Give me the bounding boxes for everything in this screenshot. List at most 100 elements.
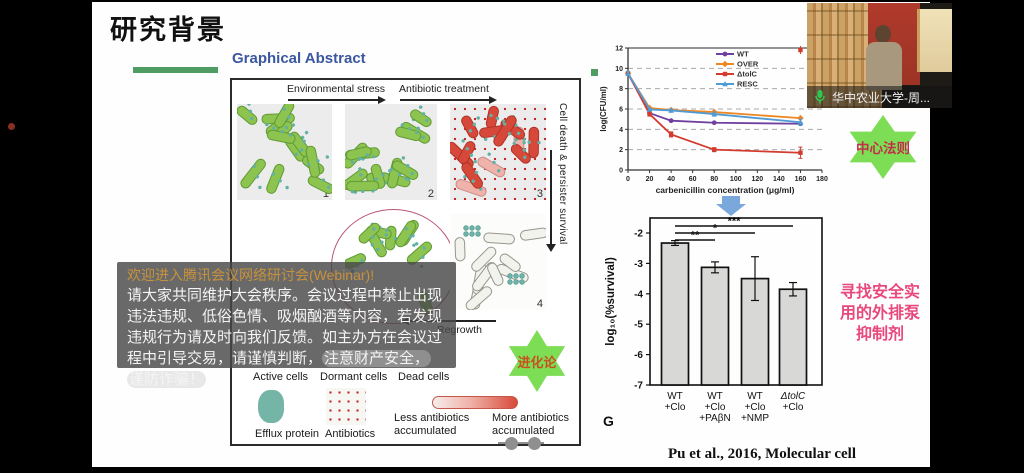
svg-text:*: *: [713, 223, 718, 235]
antibiotic-gradient-capsule: [432, 396, 518, 409]
cell-death-label: Cell death & persister survival: [557, 103, 568, 245]
svg-text:180: 180: [816, 176, 828, 183]
participant-name: 华中农业大学-周...: [832, 90, 930, 105]
window-background: [917, 9, 952, 73]
down-arrow-icon: [722, 196, 740, 204]
antibiotic-treatment-arrow: [400, 99, 489, 101]
svg-text:ΔtolC: ΔtolC: [780, 391, 806, 402]
svg-text:-6: -6: [634, 350, 643, 361]
efflux-protein-label: Efflux protein: [255, 428, 320, 440]
svg-text:100: 100: [730, 176, 742, 183]
svg-text:0: 0: [619, 168, 623, 175]
svg-text:+NMP: +NMP: [741, 413, 769, 424]
notice-body: 请大家共同维护大会秩序。会议过程中禁止出现违法违规、低俗色情、吸烟酗酒等内容，若…: [127, 285, 446, 390]
panel-number: 4: [536, 298, 543, 310]
svg-text:8: 8: [619, 86, 623, 93]
svg-text:ΔtolC: ΔtolC: [737, 70, 758, 79]
panel-number: 1: [322, 188, 329, 200]
participant-name-bar: 华中农业大学-周...: [807, 86, 952, 108]
bacteria-panel-stressed: 2: [345, 104, 437, 200]
svg-text:-2: -2: [634, 229, 643, 240]
slide-progress-dot[interactable]: [505, 437, 518, 450]
svg-text:OVER: OVER: [737, 60, 759, 69]
env-stress-arrowhead-icon: [378, 96, 386, 104]
svg-text:80: 80: [710, 176, 718, 183]
efflux-protein-icon: [258, 390, 284, 423]
progress-line: [498, 442, 544, 444]
svg-text:WT: WT: [747, 391, 763, 402]
bar-chart: -2-3-4-5-6-7log₁₀(%survival)******WT+Clo…: [603, 216, 823, 429]
slide-progress-dot[interactable]: [528, 437, 541, 450]
graphical-abstract-heading: Graphical Abstract: [232, 50, 366, 67]
svg-text:-3: -3: [634, 259, 643, 270]
svg-text:+Clo: +Clo: [745, 402, 766, 413]
antibiotic-treatment-label: Antibiotic treatment: [399, 83, 489, 95]
citation: Pu et al., 2016, Molecular cell: [668, 446, 857, 462]
cell-death-arrow: [550, 150, 552, 244]
svg-text:log₁₀(%survival): log₁₀(%survival): [605, 257, 617, 346]
bacteria-panel-dead: 4: [450, 214, 546, 310]
env-stress-arrow: [288, 99, 378, 101]
svg-text:4: 4: [619, 127, 623, 134]
svg-text:+Clo: +Clo: [665, 402, 686, 413]
dead-cells-label: Dead cells: [398, 371, 450, 383]
panel-number: 3: [536, 188, 543, 200]
green-bullet-icon: [591, 69, 598, 76]
svg-text:-7: -7: [634, 381, 643, 392]
notice-highlight: 注意财产安全，: [322, 350, 432, 367]
svg-text:WT: WT: [737, 50, 749, 59]
page-title: 研究背景: [110, 15, 226, 45]
svg-text:160: 160: [795, 176, 807, 183]
antibiotics-label: Antibiotics: [325, 428, 376, 440]
svg-text:WT: WT: [707, 391, 723, 402]
speaker-head: [875, 25, 892, 44]
pink-annotation: 寻找安全实 用的外排泵 抑制剂: [839, 284, 920, 343]
notice-highlight: 谨防诈骗！: [127, 371, 207, 388]
panel-number: 2: [427, 188, 434, 200]
svg-text:***: ***: [728, 216, 742, 228]
svg-text:log(CFU/ml): log(CFU/ml): [599, 86, 608, 132]
antibiotics-icon: [326, 388, 366, 425]
recording-dot-icon: [8, 123, 15, 130]
svg-text:+Clo: +Clo: [705, 402, 726, 413]
svg-text:12: 12: [615, 46, 623, 53]
svg-text:RESC: RESC: [737, 80, 758, 89]
webcam-feed[interactable]: 华中农业大学-周...: [807, 3, 952, 108]
svg-text:10: 10: [615, 66, 623, 73]
evolution-star: 进化论: [505, 330, 569, 392]
svg-text:WT: WT: [667, 391, 683, 402]
bacteria-panel-treated: 3: [450, 104, 546, 200]
svg-text:-4: -4: [634, 289, 643, 300]
mic-icon: [815, 90, 825, 104]
svg-text:+Clo: +Clo: [783, 402, 804, 413]
svg-text:120: 120: [751, 176, 763, 183]
env-stress-label: Environmental stress: [287, 83, 386, 95]
svg-text:carbenicillin concentration (μ: carbenicillin concentration (μg/ml): [656, 185, 795, 195]
svg-text:40: 40: [667, 176, 675, 183]
bacteria-panel-active: 1: [237, 104, 332, 200]
central-dogma-label: 中心法则: [856, 141, 910, 156]
svg-text:60: 60: [689, 176, 697, 183]
notice-text: 请大家共同维护大会秩序。会议过程中禁止出现违法违规、低俗色情、吸烟酗酒等内容，若…: [127, 287, 443, 367]
dormant-cells-label: Dormant cells: [320, 371, 388, 383]
speaker-torso: [866, 41, 903, 90]
svg-text:**: **: [691, 230, 700, 242]
active-cells-label: Active cells: [253, 371, 309, 383]
title-underline: [133, 67, 218, 73]
down-arrowhead-icon: [716, 204, 746, 216]
notice-title: 欢迎进入腾讯会议网络研讨会(Webinar)!: [127, 267, 375, 283]
svg-text:G: G: [603, 413, 614, 429]
more-antibiotics-label: More antibiotics accumulated: [492, 412, 570, 437]
less-antibiotics-label: Less antibiotics accumulated: [394, 412, 470, 437]
svg-text:0: 0: [626, 176, 630, 183]
evolution-label: 进化论: [517, 354, 557, 370]
svg-text:20: 20: [646, 176, 654, 183]
svg-text:2: 2: [619, 147, 623, 154]
meeting-notice-overlay: 欢迎进入腾讯会议网络研讨会(Webinar)! 请大家共同维护大会秩序。会议过程…: [117, 262, 456, 388]
cell-death-arrowhead-icon: [546, 244, 556, 252]
svg-text:6: 6: [619, 107, 623, 114]
svg-text:-5: -5: [634, 320, 643, 331]
central-dogma-star: 中心法则: [845, 115, 921, 179]
